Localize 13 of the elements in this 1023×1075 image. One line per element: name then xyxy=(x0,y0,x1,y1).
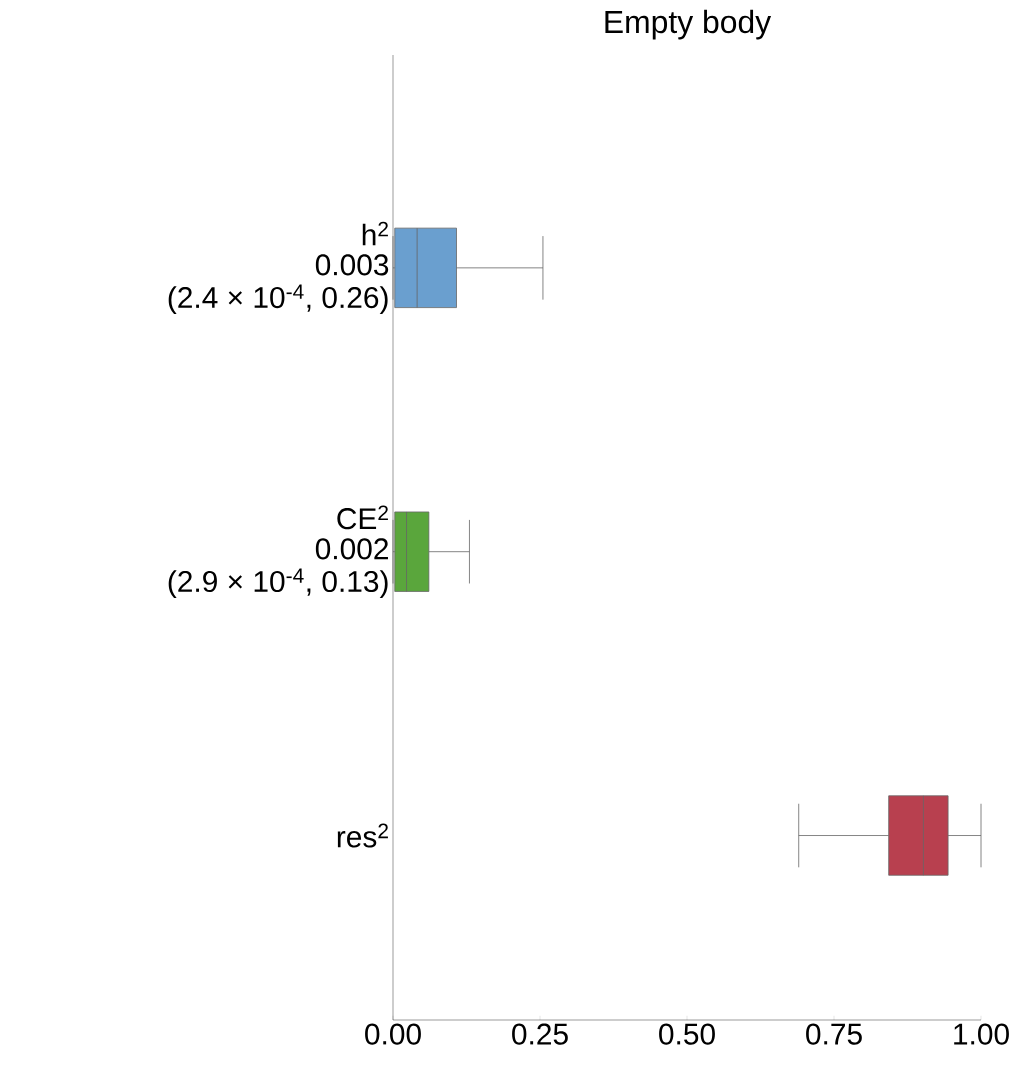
y-tick-label: CE$^{2}$ xyxy=(337,505,388,530)
text: 0.003 xyxy=(315,254,389,276)
x-tick-label: 0.75 xyxy=(806,1023,862,1045)
x-tick-label: 1.00 xyxy=(954,1023,1009,1045)
chart-title: Empty body xyxy=(605,9,772,40)
text: 0.002 xyxy=(315,538,388,560)
text: (2.4 × 10$^{-4}$, 0.26) xyxy=(168,284,388,315)
x-tick-label: 0.25 xyxy=(512,1023,568,1045)
y-tick-label: res$^{2}$ xyxy=(337,823,388,848)
text: (2.9 × 10$^{-4}$, 0.13) xyxy=(168,568,388,598)
y-tick-label: h$^{2}$ xyxy=(362,221,388,246)
x-tick-label: 0.00 xyxy=(365,1023,421,1045)
x-tick-label: 0.50 xyxy=(659,1023,715,1045)
